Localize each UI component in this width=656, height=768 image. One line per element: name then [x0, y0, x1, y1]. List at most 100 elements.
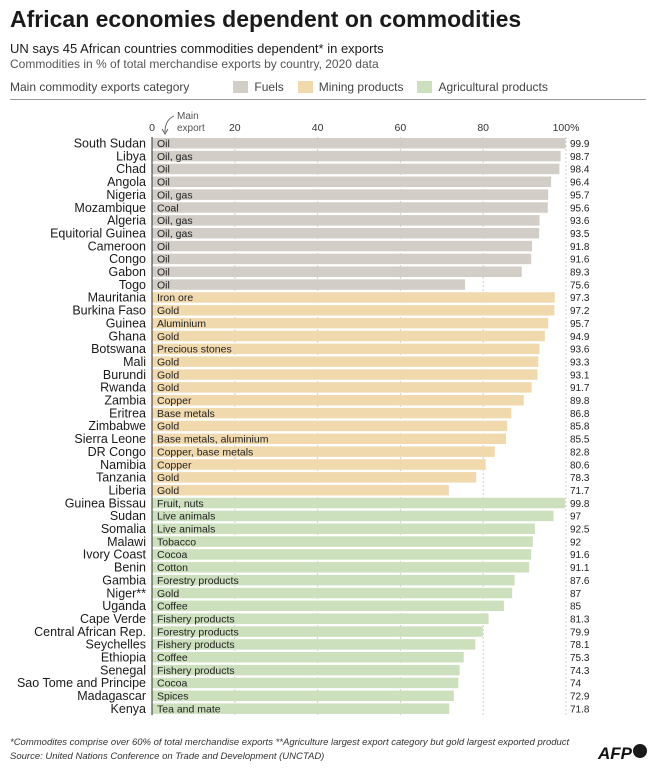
country-label: Madagascar — [77, 689, 146, 703]
export-label: Gold — [157, 472, 179, 484]
export-label: Oil, gas — [157, 189, 193, 201]
value-label: 78.3 — [570, 473, 590, 484]
export-label: Cotton — [157, 562, 188, 574]
country-label: Burundi — [103, 368, 146, 382]
value-label: 95.6 — [570, 203, 590, 214]
bar — [152, 215, 540, 226]
export-label: Forestry products — [157, 575, 239, 587]
export-label: Precious stones — [157, 344, 232, 356]
source-note: Source: United Nations Conference on Tra… — [10, 751, 325, 762]
country-label: Zambia — [104, 394, 146, 408]
country-label: Kenya — [111, 702, 146, 716]
tick-label: 20 — [229, 122, 241, 134]
value-label: 75.3 — [570, 653, 590, 664]
annotation-label: export — [177, 123, 205, 134]
annotation-label: Main — [177, 111, 199, 122]
export-label: Oil — [157, 138, 170, 150]
afp-logo-dot-icon — [633, 744, 647, 758]
export-label: Forestry products — [157, 626, 239, 638]
export-label: Cocoa — [157, 549, 188, 561]
value-label: 91.6 — [570, 550, 590, 561]
export-label: Aluminium — [157, 318, 206, 330]
country-label: Seychelles — [86, 638, 146, 652]
value-label: 74.3 — [570, 666, 590, 677]
value-label: 75.6 — [570, 280, 590, 291]
chart-subtitle: UN says 45 African countries commodities… — [10, 41, 384, 56]
country-label: Guinea — [106, 316, 146, 330]
country-label: Nigeria — [106, 188, 146, 202]
value-label: 99.8 — [570, 499, 590, 510]
tick-label: 40 — [312, 122, 324, 134]
bar — [152, 510, 554, 522]
legend-swatch-fuels — [233, 81, 249, 93]
country-label: Malawi — [107, 535, 146, 549]
value-label: 91.1 — [570, 563, 590, 574]
country-label: Liberia — [108, 483, 146, 497]
export-label: Copper — [157, 395, 192, 407]
value-label: 93.6 — [570, 216, 590, 227]
export-label: Cocoa — [157, 678, 188, 690]
country-label: Somalia — [101, 522, 146, 536]
value-label: 92.5 — [570, 525, 590, 536]
legend: Main commodity exports category Fuels Mi… — [10, 80, 562, 94]
chart-subtitle-detail: Commodities in % of total merchandise ex… — [10, 57, 379, 71]
export-label: Oil — [157, 164, 170, 176]
bar — [152, 600, 504, 612]
export-label: Oil — [157, 241, 170, 253]
bar — [152, 343, 540, 355]
country-label: Niger** — [106, 586, 146, 600]
export-label: Live animals — [157, 511, 215, 523]
header-divider — [10, 99, 646, 100]
bar — [152, 266, 522, 277]
export-label: Tea and mate — [157, 703, 221, 715]
country-label: Algeria — [107, 214, 146, 228]
legend-text-mining: Mining products — [318, 80, 404, 94]
value-label: 97.2 — [570, 306, 590, 317]
bar — [152, 292, 555, 303]
value-label: 81.3 — [570, 614, 590, 625]
country-label: Sudan — [110, 509, 146, 523]
value-label: 96.4 — [570, 178, 590, 189]
country-label: South Sudan — [74, 137, 146, 151]
export-label: Coal — [157, 202, 179, 214]
export-label: Gold — [157, 305, 179, 317]
export-label: Fishery products — [157, 665, 235, 677]
bar — [152, 587, 513, 599]
tick-label: 60 — [395, 122, 407, 134]
bar — [152, 523, 535, 534]
country-label: Burkina Faso — [72, 304, 146, 318]
country-label: Mozambique — [74, 201, 146, 215]
annotation-arrow — [164, 115, 175, 133]
bar — [152, 202, 548, 213]
bar — [152, 677, 459, 689]
footnote: *Commodites comprise over 60% of total m… — [10, 737, 570, 748]
value-label: 91.6 — [570, 255, 590, 266]
export-label: Base metals — [157, 408, 215, 420]
export-label: Base metals, aluminium — [157, 434, 269, 446]
legend-item-mining: Mining products — [297, 80, 404, 94]
country-label: Tanzania — [96, 471, 146, 485]
bar — [152, 356, 539, 367]
bar — [152, 227, 540, 239]
country-label: DR Congo — [88, 445, 146, 459]
value-label: 91.7 — [570, 383, 590, 394]
country-label: Sierra Leone — [74, 432, 146, 446]
bar — [152, 690, 454, 702]
export-label: Spices — [157, 691, 189, 703]
export-label: Gold — [157, 588, 179, 600]
country-label: Congo — [109, 252, 146, 266]
value-label: 95.7 — [570, 319, 590, 330]
value-label: 93.3 — [570, 357, 590, 368]
bar — [152, 639, 476, 650]
export-label: Oil, gas — [157, 215, 193, 227]
bar — [152, 382, 532, 393]
bar — [152, 279, 465, 290]
bar — [152, 407, 512, 419]
export-label: Oil — [157, 177, 170, 189]
value-label: 80.6 — [570, 460, 590, 471]
bar — [152, 664, 460, 676]
export-label: Oil — [157, 279, 170, 291]
value-label: 91.8 — [570, 242, 590, 253]
export-label: Iron ore — [157, 292, 193, 304]
tick-label: 100% — [553, 122, 580, 134]
